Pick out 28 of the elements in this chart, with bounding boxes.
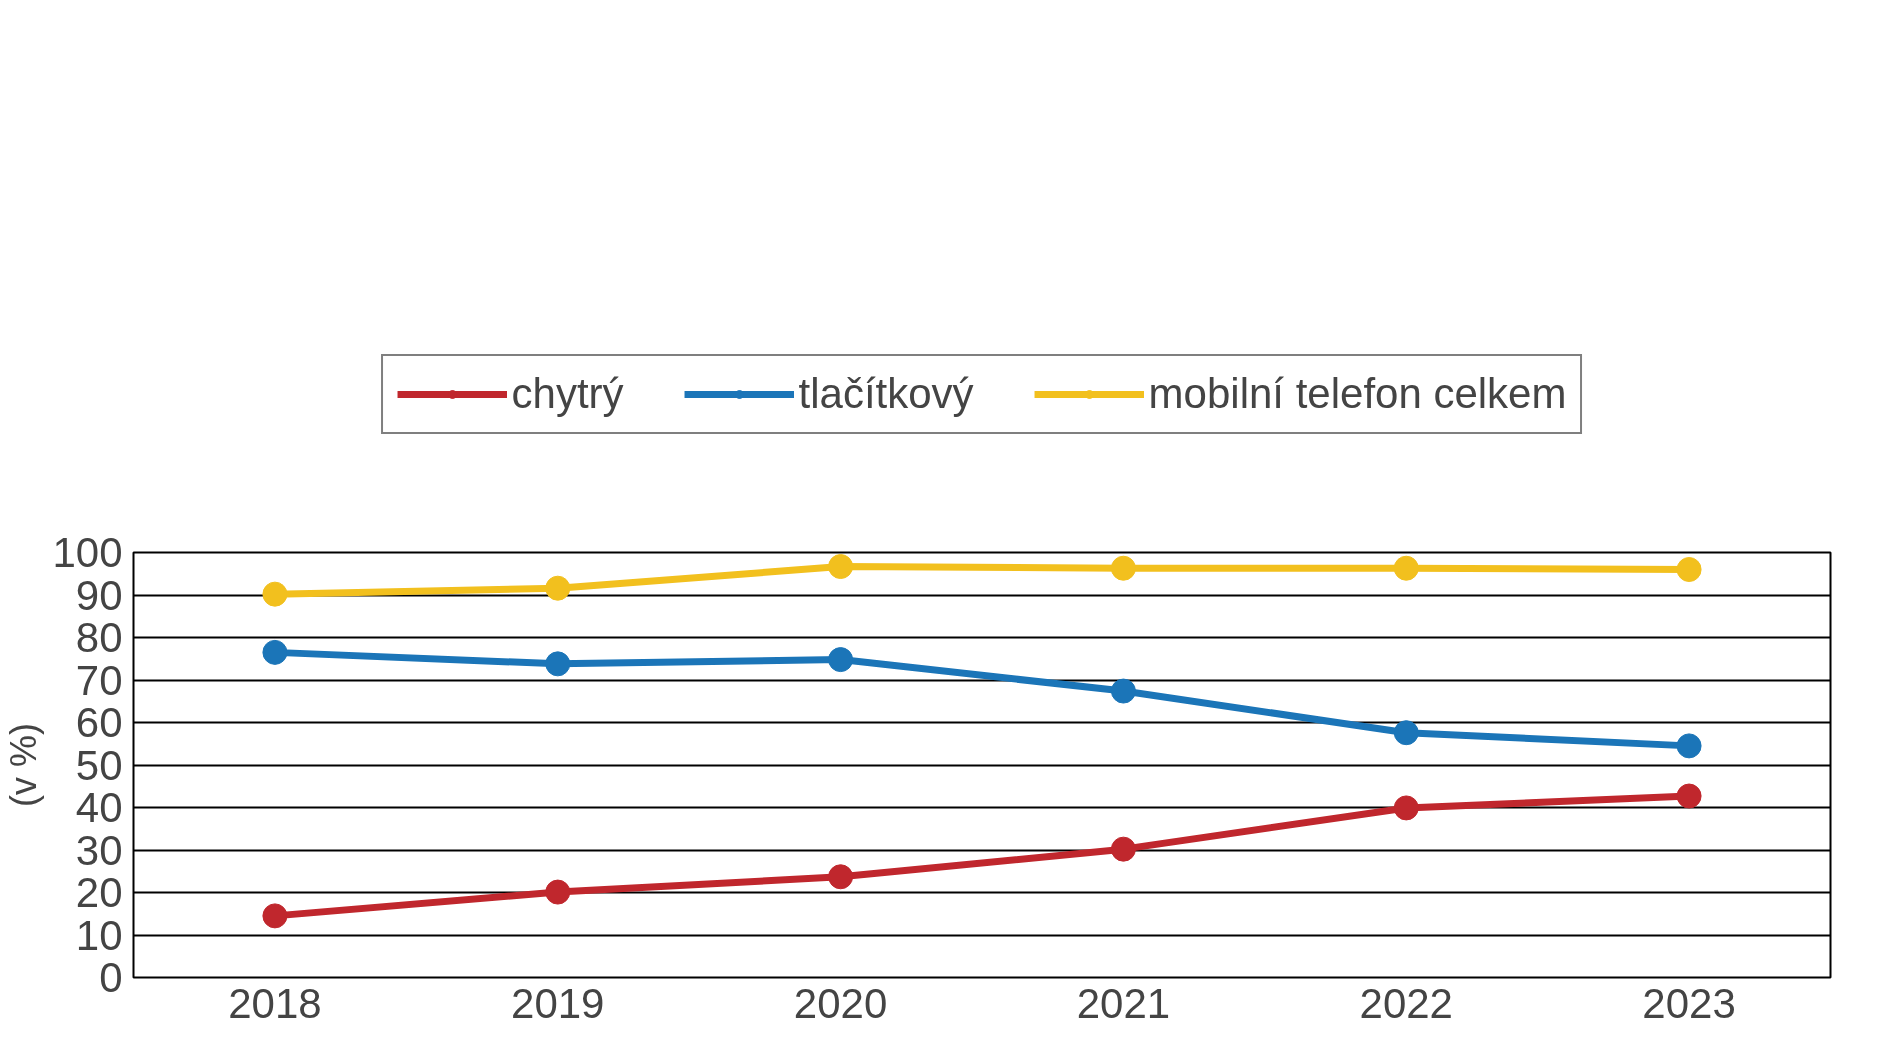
point — [545, 651, 571, 677]
x-tick-label: 2018 — [228, 979, 322, 1027]
legend-label: mobilní telefon celkem — [1148, 370, 1567, 418]
point — [1110, 836, 1136, 862]
x-tick-label: 2019 — [511, 979, 605, 1027]
point — [1676, 733, 1702, 759]
point — [828, 864, 854, 890]
x-tick-label: 2020 — [793, 979, 888, 1027]
point — [828, 647, 854, 673]
point — [262, 581, 288, 607]
point — [545, 575, 571, 601]
point — [1676, 783, 1702, 809]
x-tick-label: 2021 — [1076, 979, 1171, 1027]
x-tick-label: 2022 — [1359, 979, 1453, 1027]
point — [1676, 557, 1702, 582]
x-tick-label: 2023 — [1642, 979, 1736, 1027]
point — [1110, 555, 1136, 581]
point — [828, 554, 854, 579]
y-axis-title: (v %) — [3, 722, 45, 807]
point — [1110, 678, 1136, 704]
legend-label: tlačítkový — [798, 370, 974, 418]
point — [262, 639, 288, 665]
point — [1393, 555, 1419, 581]
point — [262, 903, 288, 929]
point — [1393, 795, 1419, 821]
point — [1393, 720, 1419, 746]
legend-label: chytrý — [511, 370, 624, 418]
point — [545, 879, 571, 905]
